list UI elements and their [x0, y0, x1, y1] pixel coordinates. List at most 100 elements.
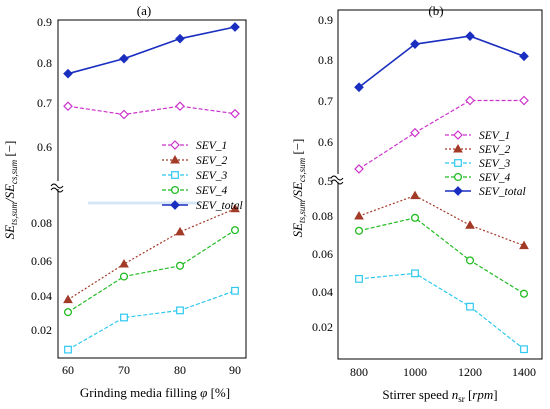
point-a-sev-3-0 — [64, 345, 72, 354]
point-a-sev-2-2 — [175, 226, 185, 236]
point-b-sev-2-1 — [410, 190, 420, 200]
point-a-sev-1-0 — [63, 101, 73, 112]
ytick-b-0.02: 0.02 — [312, 320, 333, 334]
point-a-sev-3-3 — [231, 286, 239, 295]
point-b-sev-3-1 — [411, 269, 419, 278]
point-a-sev-3-2 — [176, 306, 184, 315]
legend-marker-b-sev-3 — [454, 159, 462, 167]
legend-label-b-sev-3: SEV_3 — [479, 158, 511, 170]
legend-label-b-sev-total: SEV_total — [479, 186, 526, 198]
legend-label-a-sev-4: SEV_4 — [196, 185, 228, 197]
series-line-a-sev-2 — [67, 208, 236, 301]
point-a-sev-total-1 — [119, 53, 129, 64]
panel-b: (b) 0.02 0.04 0.06 0.08 0.5 0.6 0.7 0.8 … — [290, 3, 543, 404]
point-b-sev-3-2 — [466, 302, 474, 311]
ytick-a-0.06: 0.06 — [31, 254, 52, 268]
series-line-b-sev-total — [358, 35, 525, 88]
point-b-sev-2-2 — [465, 220, 475, 229]
xtick-b-800: 800 — [350, 365, 368, 379]
point-b-sev-2-3 — [519, 240, 529, 250]
ytick-b-0.5: 0.5 — [318, 174, 333, 188]
series-line-a-sev-1 — [67, 105, 236, 116]
series-line-b-sev-1 — [358, 99, 524, 170]
ytick-b-0.9: 0.9 — [318, 13, 333, 27]
legend-marker-a-sev-2 — [170, 154, 180, 164]
point-a-sev-2-1 — [119, 259, 129, 268]
legend-marker-b-sev-4 — [453, 172, 463, 182]
legend-label-b-sev-4: SEV_4 — [479, 172, 511, 184]
legend-a: SEV_1 SEV_2 SEV_3 SEV_4 SEV_total — [162, 140, 243, 212]
legend-label-b-sev-1: SEV_1 — [479, 130, 510, 142]
point-a-sev-4-3 — [230, 226, 240, 235]
x-axis-label-a: Grinding media filling φ [%] — [80, 385, 230, 400]
ytick-b-0.08: 0.08 — [312, 209, 333, 223]
xtick-b-1400: 1400 — [512, 365, 536, 379]
legend-marker-a-sev-4 — [170, 185, 180, 195]
point-b-sev-total-3 — [519, 51, 529, 62]
x-axis-label-b: Stirrer speed nsr [rpm] — [382, 387, 497, 404]
legend-marker-a-sev-total — [170, 200, 180, 210]
legend-label-a-sev-1: SEV_1 — [196, 140, 227, 152]
ytick-a-0.9: 0.9 — [37, 15, 52, 29]
point-a-sev-total-0 — [63, 68, 73, 79]
legend-marker-a-sev-1 — [170, 140, 180, 150]
point-b-sev-1-1 — [410, 127, 420, 138]
legend-b: SEV_1 SEV_2 SEV_3 SEV_4 SEV_total — [445, 130, 526, 198]
xtick-b-1200: 1200 — [458, 365, 482, 379]
point-a-sev-2-3 — [230, 203, 240, 213]
point-b-sev-4-2 — [465, 256, 475, 265]
point-a-sev-1-3 — [230, 108, 240, 119]
xtick-b-1000: 1000 — [403, 365, 427, 379]
point-a-sev-4-2 — [175, 261, 185, 270]
ytick-a-0.8: 0.8 — [37, 56, 52, 70]
y-axis-label-a: SEts,sum/SEcs,sum [−] — [2, 141, 19, 240]
ytick-a-0.7: 0.7 — [37, 96, 52, 110]
axis-break-b — [330, 174, 346, 185]
xtick-a-90: 90 — [229, 363, 241, 377]
point-a-sev-1-2 — [175, 101, 185, 112]
point-b-sev-1-2 — [465, 95, 475, 106]
point-a-sev-3-1 — [120, 313, 128, 322]
series-line-a-sev-total — [67, 26, 236, 75]
legend-marker-b-sev-total — [453, 186, 463, 196]
point-b-sev-4-3 — [519, 289, 529, 298]
point-a-sev-2-0 — [63, 294, 73, 304]
xtick-a-70: 70 — [118, 363, 130, 377]
point-b-sev-4-1 — [410, 213, 420, 222]
series-group-a — [63, 22, 240, 354]
ytick-a-0.6: 0.6 — [37, 140, 52, 154]
legend-marker-b-sev-1 — [453, 130, 463, 140]
legend-label-b-sev-2: SEV_2 — [479, 144, 511, 156]
plot-frame-b — [337, 9, 543, 360]
legend-label-a-sev-3: SEV_3 — [196, 170, 228, 182]
y-axis-label-b: SEts,sum/SEcs,sum [−] — [290, 139, 307, 238]
point-a-sev-1-1 — [119, 109, 129, 120]
point-a-sev-4-0 — [63, 308, 73, 317]
series-group-b — [354, 31, 529, 354]
point-b-sev-total-2 — [465, 31, 475, 41]
point-a-sev-total-3 — [230, 22, 240, 32]
xtick-a-60: 60 — [62, 363, 74, 377]
point-b-sev-total-1 — [410, 39, 420, 49]
axis-break-a — [50, 181, 200, 205]
legend-label-a-sev-total: SEV_total — [196, 200, 243, 212]
ytick-b-0.6: 0.6 — [318, 135, 333, 149]
point-b-sev-1-0 — [354, 164, 364, 174]
point-b-sev-2-0 — [354, 210, 364, 220]
point-a-sev-4-1 — [119, 272, 129, 281]
ytick-b-0.8: 0.8 — [318, 53, 333, 67]
legend-marker-a-sev-3 — [171, 171, 179, 179]
legend-label-a-sev-2: SEV_2 — [196, 155, 228, 167]
point-b-sev-1-3 — [519, 95, 529, 106]
series-line-b-sev-2 — [358, 194, 525, 247]
ytick-a-0.02: 0.02 — [31, 323, 52, 337]
ytick-a-0.04: 0.04 — [31, 289, 52, 303]
ytick-b-0.04: 0.04 — [312, 285, 333, 299]
series-line-a-sev-4 — [67, 229, 236, 313]
ytick-b-0.06: 0.06 — [312, 247, 333, 261]
ytick-a-0.08: 0.08 — [31, 216, 52, 230]
ytick-b-0.7: 0.7 — [318, 94, 333, 108]
point-b-sev-3-3 — [520, 345, 528, 354]
xtick-a-80: 80 — [174, 363, 186, 377]
